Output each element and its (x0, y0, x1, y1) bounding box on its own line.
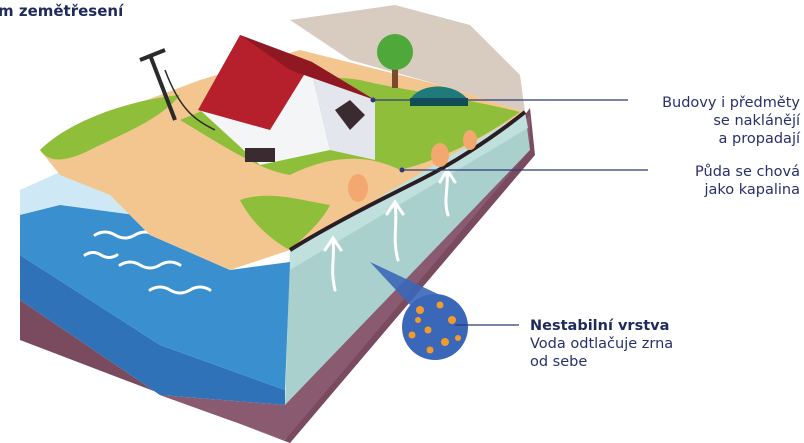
page-title: m zemětřesení (0, 2, 124, 20)
leader-dots (370, 97, 405, 173)
callout-buildings-line: a propadají (718, 131, 800, 147)
ground-fissure (288, 110, 527, 252)
callout-soil: Půda se chová jako kapalina (695, 163, 800, 199)
callout-buildings-line: se naklánějí (713, 113, 800, 129)
utility-pole-icon (139, 48, 216, 131)
house-icon (198, 35, 375, 165)
leader-lines (373, 99, 648, 326)
sand-drips (348, 130, 477, 202)
sand-grains (408, 301, 461, 354)
bedrock-layer (20, 108, 535, 443)
callout-soil-line: Půda se chová (695, 164, 800, 180)
tree-icon (377, 34, 413, 88)
water-waves (83, 230, 212, 295)
callout-soil-line: jako kapalina (704, 182, 800, 198)
callout-layer-line: od sebe (530, 354, 588, 370)
callout-buildings: Budovy i předměty se naklánějí a propada… (662, 94, 800, 148)
zoom-cone (370, 262, 440, 305)
callout-layer: Nestabilní vrstva Voda odtlačuje zrna od… (530, 317, 673, 371)
car-icon (410, 86, 468, 106)
water-body (20, 175, 290, 390)
water-surface (20, 172, 135, 215)
callout-layer-heading: Nestabilní vrstva (530, 318, 670, 334)
bedrock-side (160, 115, 530, 440)
water-front (20, 255, 285, 405)
soil-block (285, 112, 530, 405)
zoom-circle (402, 294, 468, 360)
callout-layer-line: Voda odtlačuje zrna (530, 336, 674, 352)
callout-buildings-line: Budovy i předměty (662, 95, 800, 111)
